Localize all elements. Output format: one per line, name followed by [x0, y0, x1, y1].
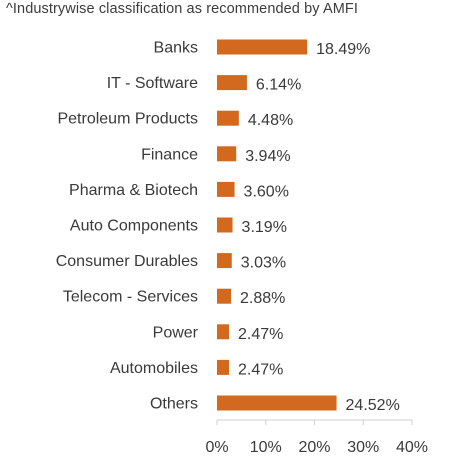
category-label: Telecom - Services [63, 289, 198, 306]
chart-subtitle: ^Industrywise classification as recommen… [6, 1, 358, 17]
value-label: 3.94% [245, 148, 290, 165]
bar [217, 253, 232, 269]
category-label: Finance [141, 146, 198, 163]
bars-layer: Banks 18.49% IT - Software 6.14% Petroleum P… [56, 39, 400, 414]
x-tick-label: 20% [298, 439, 330, 456]
value-label: 18.49% [316, 41, 370, 58]
category-label: Banks [154, 40, 198, 57]
bar [217, 181, 235, 197]
bar [217, 39, 308, 55]
value-label: 3.03% [241, 255, 286, 272]
category-label: Power [153, 324, 199, 341]
value-label: 24.52% [346, 397, 400, 414]
bar [217, 288, 232, 304]
x-axis: 0% 10% 20% 30% 40% [205, 419, 428, 456]
category-label: Automobiles [110, 360, 198, 377]
bar [217, 324, 230, 340]
bar [217, 395, 337, 411]
value-label: 4.48% [248, 112, 293, 129]
x-tick-label: 0% [205, 439, 228, 456]
category-label: IT - Software [107, 75, 198, 92]
value-label: 2.47% [238, 326, 283, 343]
value-label: 2.88% [240, 290, 285, 307]
x-tick-label: 40% [396, 439, 428, 456]
x-tick-label: 10% [250, 439, 282, 456]
bar [217, 146, 237, 162]
bar [217, 75, 247, 91]
bar [217, 110, 239, 126]
bar [217, 217, 233, 233]
bar [217, 359, 230, 375]
category-label: Auto Components [70, 218, 198, 235]
value-label: 6.14% [256, 77, 301, 94]
category-label: Others [150, 396, 198, 413]
category-label: Petroleum Products [57, 111, 198, 128]
value-label: 3.19% [242, 219, 287, 236]
x-tick-label: 30% [347, 439, 379, 456]
category-label: Pharma & Biotech [69, 182, 198, 199]
category-label: Consumer Durables [56, 253, 198, 270]
value-label: 3.60% [244, 183, 289, 200]
value-label: 2.47% [238, 361, 283, 378]
